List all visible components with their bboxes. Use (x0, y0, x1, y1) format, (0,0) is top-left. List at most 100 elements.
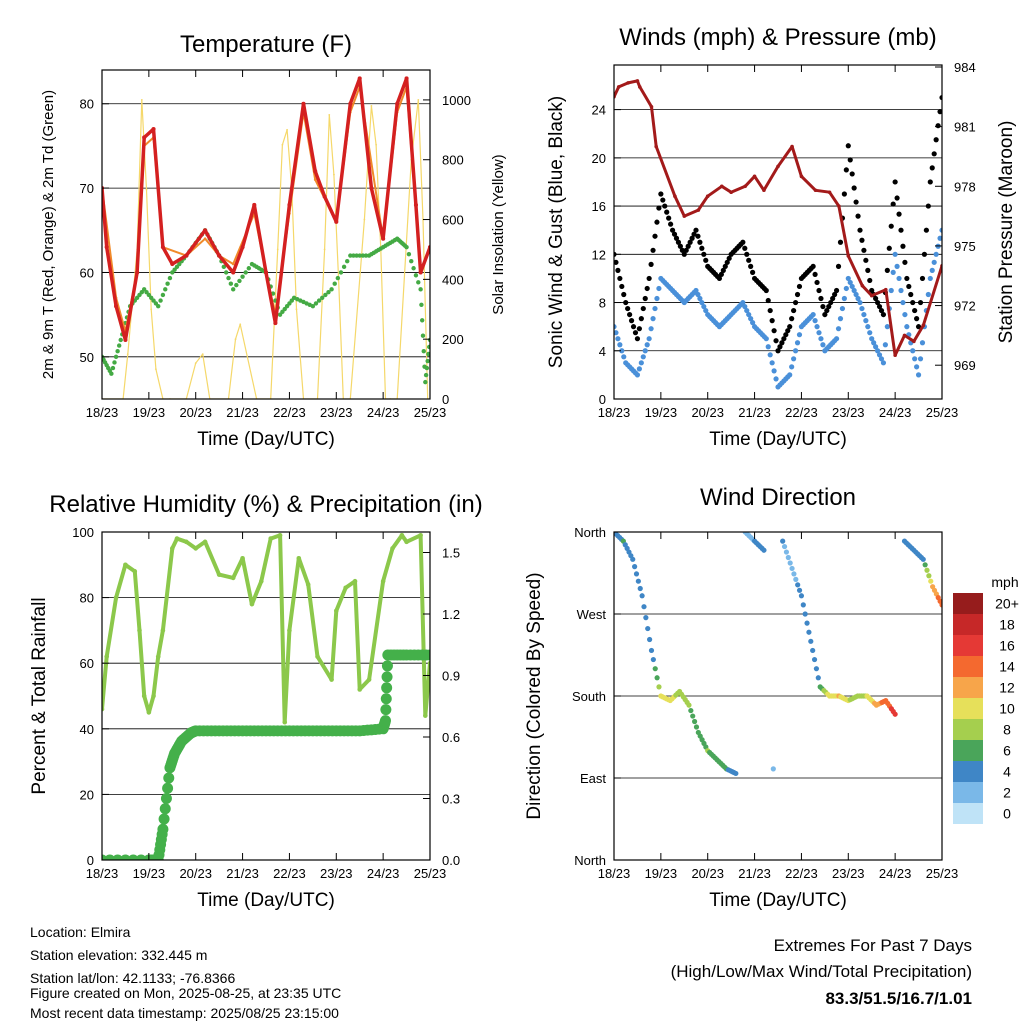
data-point-interp (890, 269, 896, 275)
temperature-panel: Temperature (F) 18/23 19/23 20/23 21/23 22/23… (40, 31, 507, 450)
data-point-interp (416, 280, 421, 285)
data-point (118, 337, 123, 343)
y-tick-label-right: 981 (954, 120, 976, 135)
data-point-interp (703, 307, 709, 314)
y-tick-label: 0 (599, 392, 606, 407)
extremes-subtitle: (High/Low/Max Wind/Total Precipitation) (671, 962, 972, 981)
data-point-interp (835, 326, 842, 332)
data-point-interp (158, 813, 170, 825)
data-point (810, 311, 816, 318)
data-point (160, 628, 166, 633)
data-point-interp (615, 336, 621, 342)
data-point-interp (769, 360, 775, 366)
data-point-interp (917, 356, 924, 362)
data-point (357, 76, 362, 81)
wind-speed-colorbar: mph 20+ 18 16 14 12 10 8 6 4 2 0 (953, 574, 1019, 824)
data-point-interp (638, 360, 644, 366)
data-point (123, 562, 128, 568)
x-tick-label: 20/23 (691, 866, 724, 881)
data-point (693, 227, 699, 233)
panel-title: Winds (mph) & Pressure (mb) (619, 24, 936, 51)
data-point-interp (794, 291, 801, 298)
data-point (184, 253, 189, 258)
data-point (939, 94, 942, 101)
data-point-interp (874, 299, 881, 306)
data-point-interp (839, 305, 846, 312)
data-point-interp (744, 251, 750, 257)
data-point-interp (802, 611, 808, 617)
data-point-interp (351, 253, 356, 258)
x-tick-label: 22/23 (785, 405, 818, 420)
data-point-interp (830, 295, 836, 302)
data-point-interp (787, 560, 793, 566)
data-point-interp (812, 271, 818, 278)
data-point-interp (888, 287, 894, 294)
data-point-interp (765, 297, 771, 304)
data-point-interp (874, 348, 881, 354)
series-total-rainfall (102, 649, 430, 860)
data-point-interp (894, 195, 900, 201)
data-point-interp (691, 718, 698, 725)
data-point (423, 379, 428, 385)
created-text-line: Figure created on Mon, 2025-08-25, at 23… (30, 985, 341, 1001)
data-point-interp (650, 316, 656, 322)
data-point-interp (835, 263, 842, 269)
data-point-interp (644, 285, 650, 292)
data-point-interp (810, 647, 816, 654)
data-point-interp (792, 299, 799, 306)
data-point-interp (847, 279, 853, 286)
data-point-interp (816, 330, 822, 336)
data-point-interp (381, 660, 393, 672)
colorbar-label: 4 (1003, 764, 1011, 780)
data-point-interp (900, 243, 906, 249)
data-point-interp (726, 255, 732, 261)
data-point (395, 101, 400, 106)
series-direction (614, 532, 942, 777)
y-tick-label-right: 800 (442, 153, 464, 168)
data-point (787, 324, 793, 330)
data-point-interp (878, 307, 885, 314)
data-point (649, 104, 654, 109)
data-point-interp (718, 271, 724, 278)
data-point (921, 323, 926, 328)
data-point (145, 188, 148, 191)
data-point-interp (642, 295, 648, 302)
data-point-interp (654, 295, 660, 302)
data-point-interp (928, 578, 934, 584)
data-point-interp (638, 316, 644, 322)
humidity-precip-panel: Relative Humidity (%) & Precipitation (i… (29, 491, 483, 911)
data-point-interp (888, 223, 894, 229)
data-point (623, 299, 629, 306)
colorbar-label: 12 (999, 680, 1015, 696)
data-point (370, 104, 373, 107)
data-point (357, 687, 363, 692)
y-tick-label: 100 (72, 525, 94, 540)
data-point-interp (380, 693, 392, 705)
data-point (673, 194, 677, 199)
data-point (743, 184, 747, 189)
data-point-interp (851, 185, 857, 191)
data-point (155, 654, 161, 659)
data-point-interp (664, 209, 670, 215)
data-point (352, 578, 358, 584)
data-point-interp (695, 233, 701, 239)
data-point (399, 532, 405, 538)
data-point-interp (783, 332, 789, 338)
wind-direction-panel: Wind Direction 18/23 19/23 20/23 21/23 22/23 2… (524, 484, 958, 911)
data-point (301, 101, 306, 106)
data-point-interp (246, 266, 252, 271)
data-point (616, 85, 621, 89)
y-tick-label-right: 0.6 (442, 730, 460, 745)
data-point-interp (894, 263, 900, 269)
data-point (719, 184, 724, 189)
data-point-interp (900, 299, 906, 306)
x-tick-label: 19/23 (133, 405, 166, 420)
data-point-interp (419, 318, 425, 323)
data-point-interp (781, 543, 788, 550)
data-point-interp (650, 247, 656, 253)
data-point (104, 245, 109, 250)
data-point (277, 532, 283, 538)
colorbar-swatch (953, 740, 983, 761)
data-point-interp (357, 253, 362, 258)
data-point-interp (320, 295, 325, 300)
